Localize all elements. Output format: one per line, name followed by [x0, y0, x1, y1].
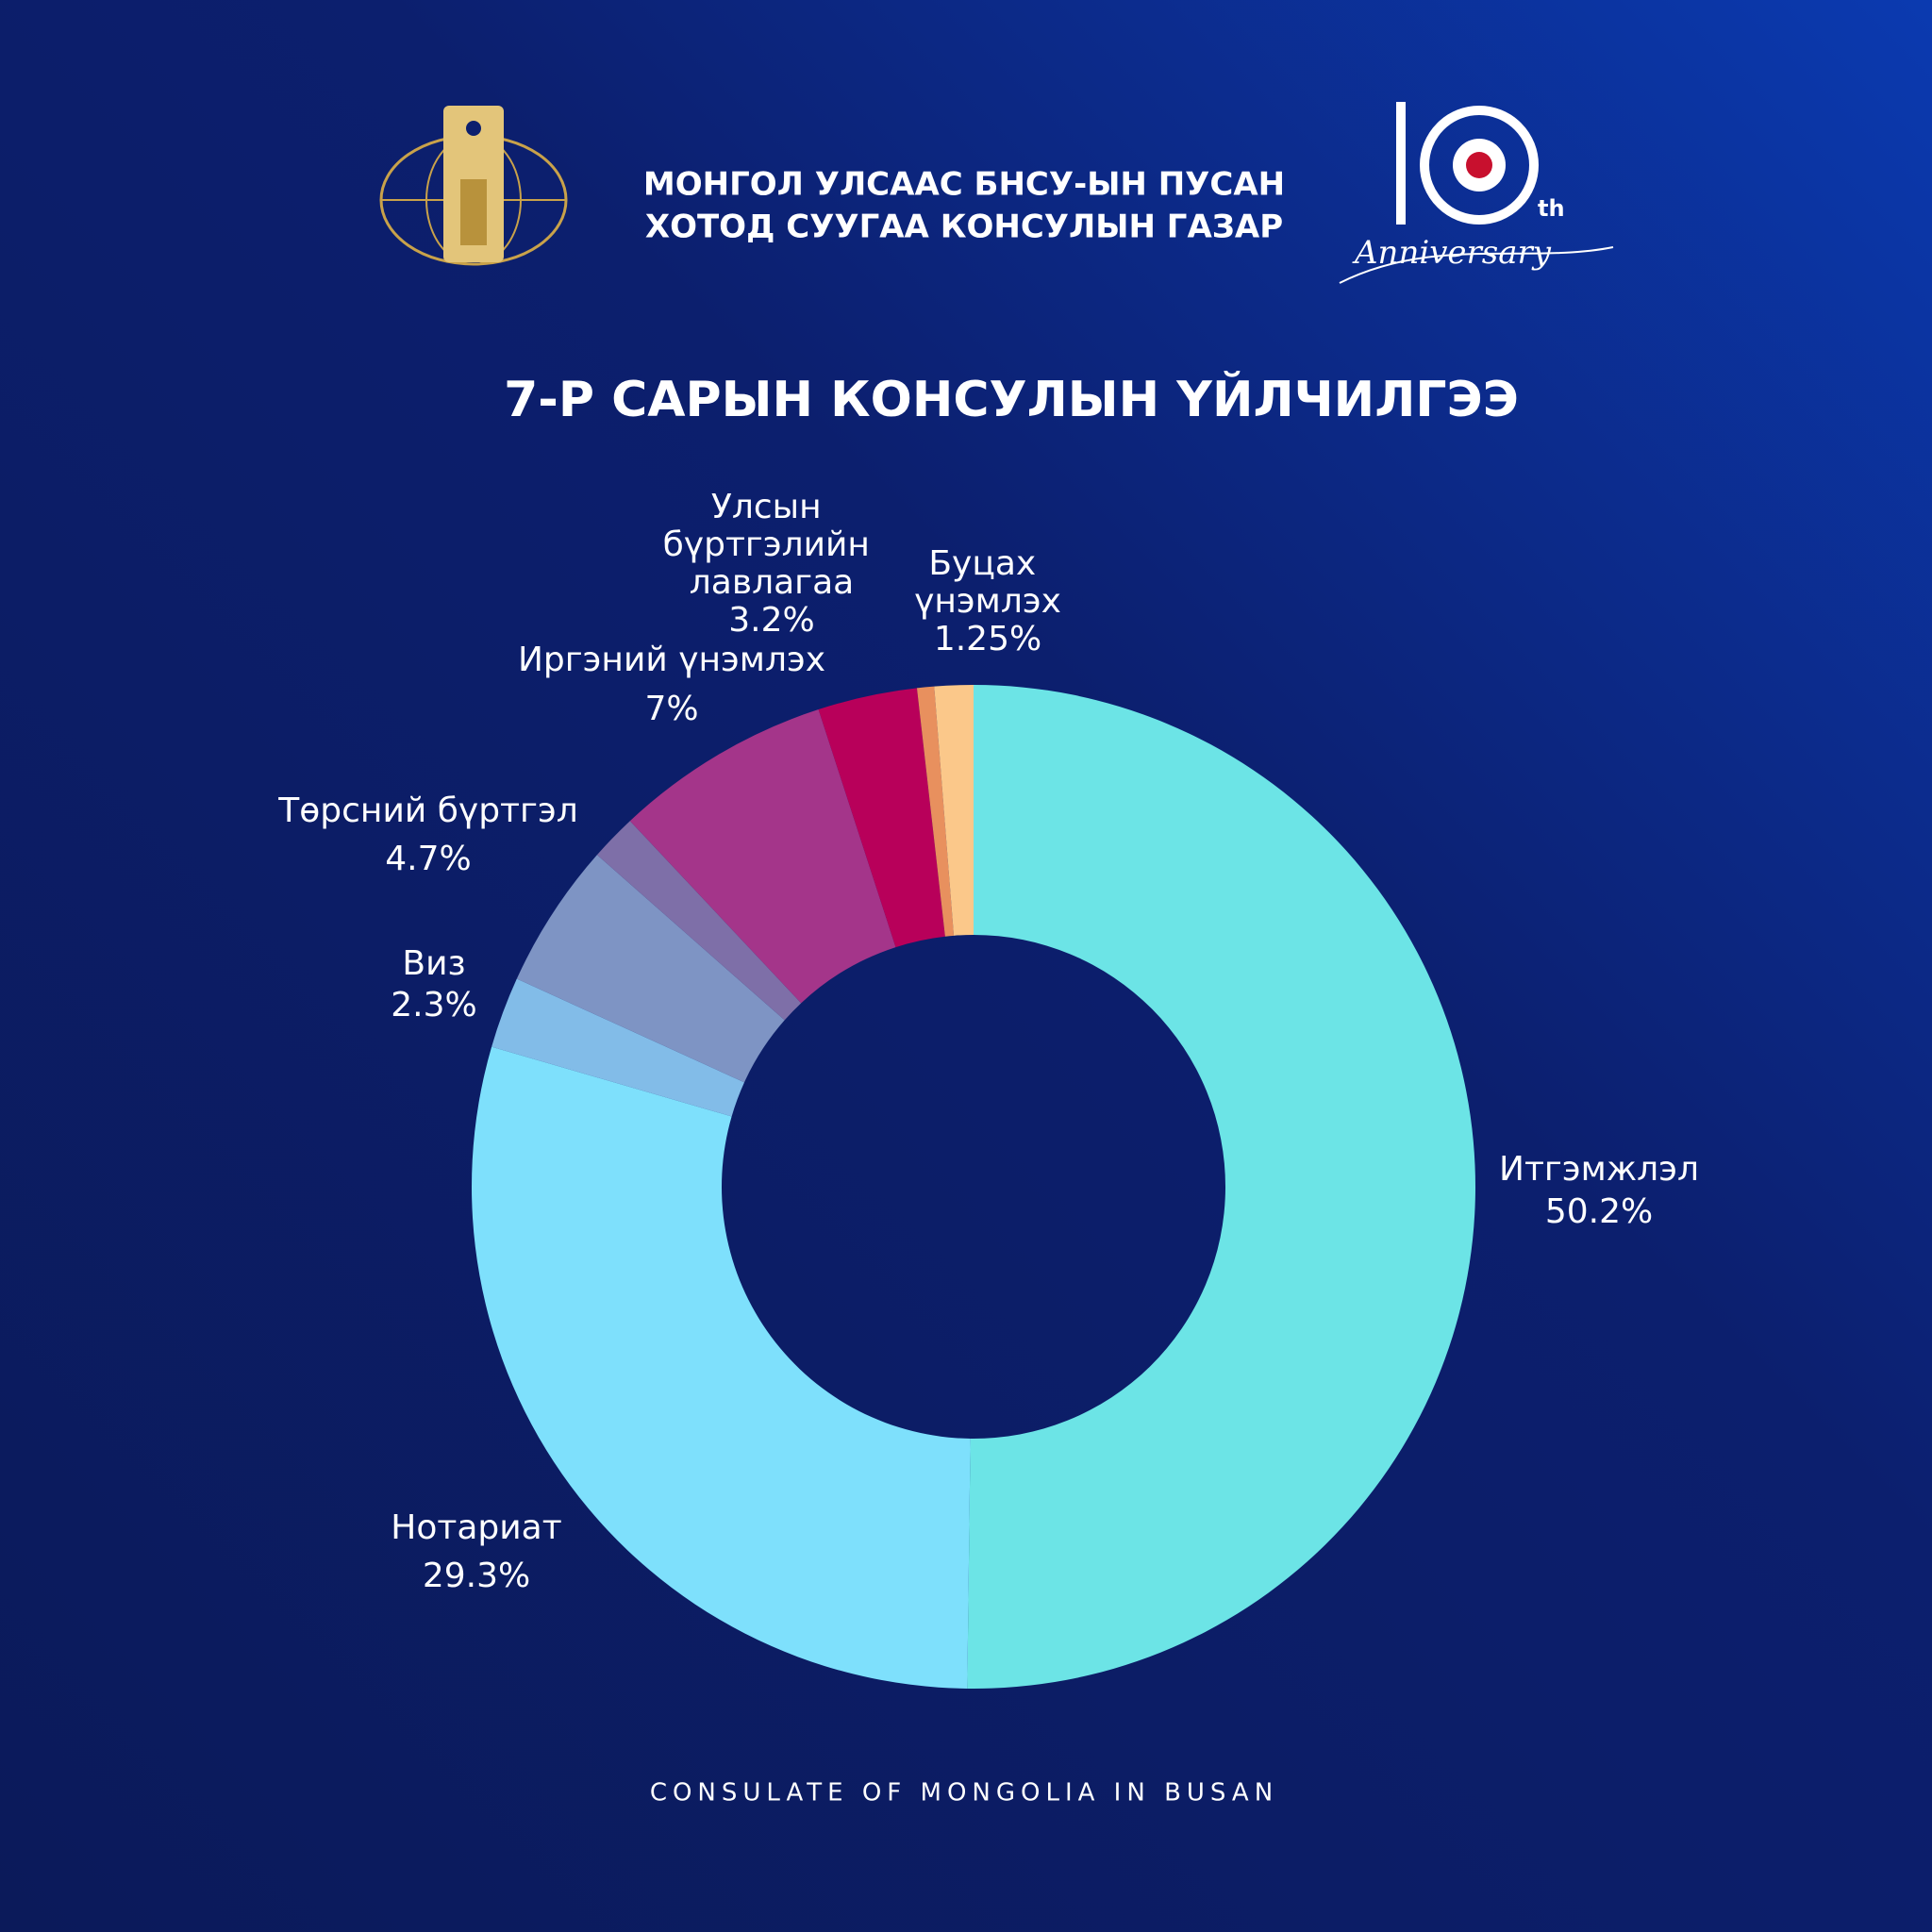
- donut-slice: [629, 709, 896, 1004]
- donut-slice: [818, 688, 945, 948]
- header-line: МОНГОЛ УЛСААС БНСУ-ЫН ПУСАН: [643, 166, 1285, 204]
- donut-slice: [596, 821, 802, 1021]
- anniversary-logo: th Anniversary: [1339, 102, 1614, 284]
- footer: CONSULATE OF MONGOLIA IN BUSAN: [650, 1779, 1278, 1807]
- slice-label: Итгэмжлэл: [1499, 1150, 1699, 1189]
- slice-value-label: 2.3%: [391, 986, 476, 1024]
- slice-value-label: 4.7%: [385, 840, 471, 878]
- slice-value-label: 50.2%: [1545, 1192, 1653, 1231]
- donut-slice: [967, 685, 1475, 1689]
- emblem: [379, 106, 568, 266]
- slice-value-label: 7%: [644, 690, 698, 728]
- slice-label: Буцах үнэмлэх: [914, 544, 1061, 621]
- donut-slice: [934, 685, 974, 936]
- slice-value-label: 1.25%: [934, 620, 1041, 658]
- slice-label: Улсын бүртгэлийн лавлагаа: [663, 488, 881, 602]
- donut-slice: [916, 686, 955, 937]
- donut-slice: [516, 855, 785, 1083]
- slice-label: Нотариат: [391, 1508, 561, 1547]
- slice-label: Виз: [402, 944, 465, 983]
- donut-slice: [472, 1046, 971, 1689]
- slice-label: Төрсний бүртгэл: [277, 791, 577, 830]
- logo-script: Anniversary: [1352, 234, 1552, 272]
- slice-label: Иргэний үнэмлэх: [518, 641, 825, 679]
- slice-value-label: 3.2%: [728, 601, 814, 640]
- chart-title: 7-Р САРЫН КОНСУЛЫН ҮЙЛЧИЛГЭЭ: [504, 371, 1519, 428]
- slice-value-label: 29.3%: [423, 1557, 530, 1595]
- logo-suffix: th: [1538, 195, 1565, 222]
- header-line: ХОТОД СУУГАА КОНСУЛЫН ГАЗАР: [645, 208, 1283, 246]
- donut-slice: [491, 978, 745, 1117]
